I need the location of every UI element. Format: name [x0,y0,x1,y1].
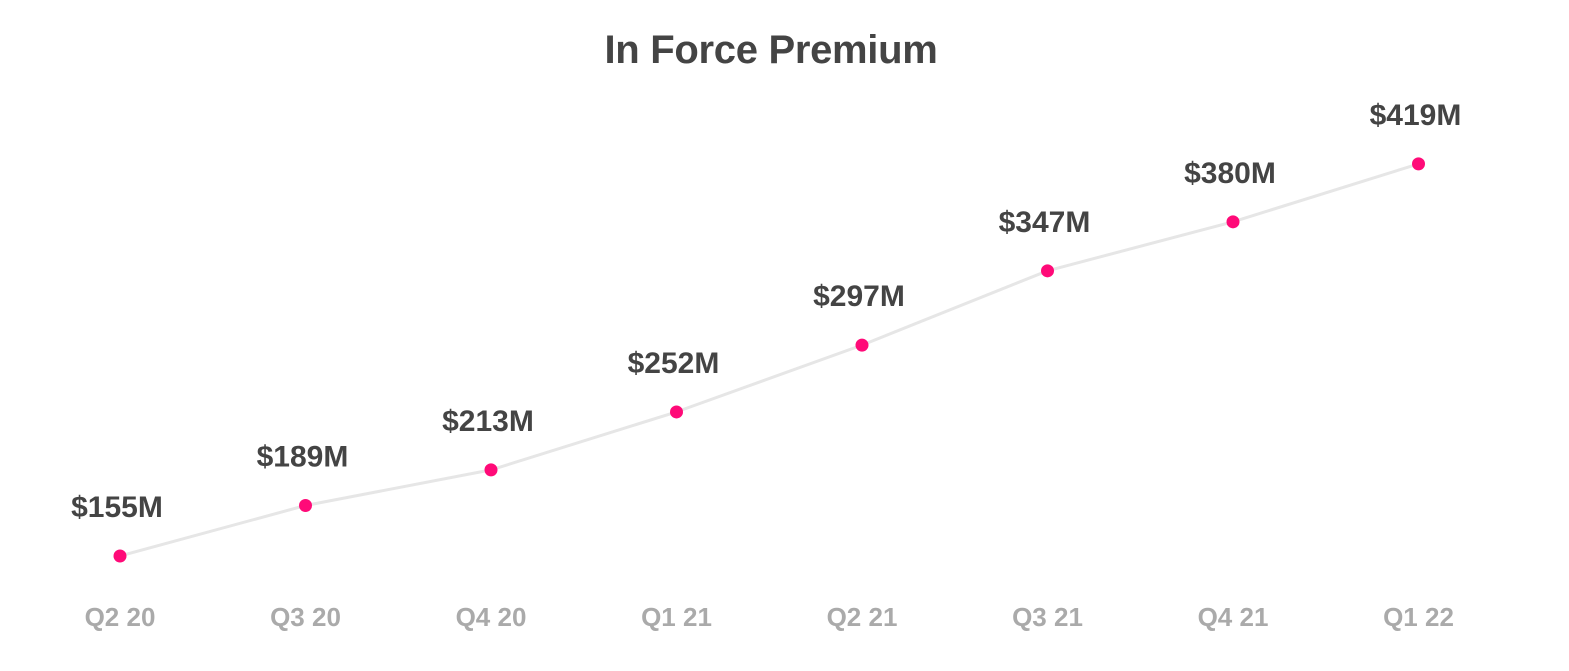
data-point [855,338,869,352]
chart-title: In Force Premium [604,28,938,72]
data-label: $297M [813,280,905,313]
data-label: $213M [442,405,534,438]
series-line-layer [119,162,1419,558]
x-tick-label: Q3 20 [270,602,341,632]
data-label: $419M [1370,99,1462,132]
x-tick-label: Q4 20 [456,602,527,632]
data-point [1412,157,1425,171]
x-tick-label: Q4 21 [1198,602,1269,632]
data-label: $155M [71,491,163,524]
data-point [1041,264,1054,278]
data-labels-layer: $155M $189M $213M $252M $297M $347M $380M $419M [71,99,1461,524]
data-point [299,499,312,513]
markers-layer [113,157,1425,563]
data-point [484,463,498,477]
data-label: $380M [1184,157,1276,190]
data-label: $189M [257,441,349,474]
x-tick-label: Q3 21 [1012,602,1083,632]
series-line [119,162,1419,558]
x-tick-label: Q1 21 [641,602,712,632]
data-label: $347M [999,206,1091,239]
x-axis-ticks: Q2 20 Q3 20 Q4 20 Q1 21 Q2 21 Q3 21 Q4 21 Q1 22 [85,602,1454,632]
data-label: $252M [628,347,720,380]
x-tick-label: Q1 22 [1383,602,1454,632]
data-point [113,549,127,563]
data-point [1226,215,1240,229]
data-point [670,405,683,419]
x-tick-label: Q2 20 [85,602,156,632]
x-tick-label: Q2 21 [827,602,898,632]
